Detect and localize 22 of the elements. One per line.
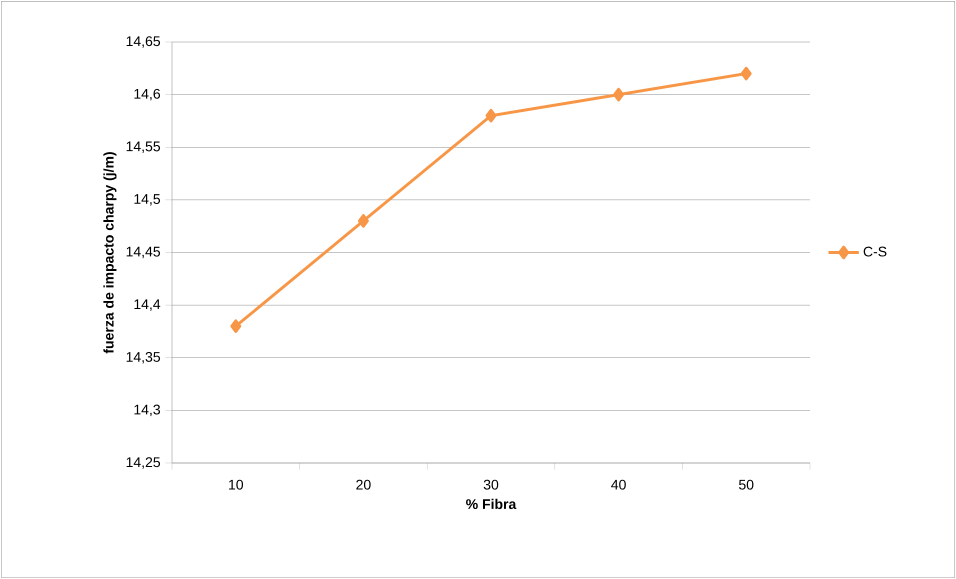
- x-tick-label: 10: [229, 480, 244, 490]
- y-tick-label: 14,65: [126, 36, 160, 48]
- x-tick-label: 50: [738, 480, 754, 490]
- legend-label: C-S: [864, 246, 886, 257]
- point: [613, 88, 624, 102]
- y-axis-title: fuerza de impacto charpy (j/m): [103, 152, 116, 354]
- point: [358, 214, 369, 228]
- point: [230, 319, 242, 333]
- x-tick-label: 40: [611, 480, 626, 490]
- y-tick-label: 14,3: [134, 404, 160, 416]
- y-tick-label: 14,35: [126, 352, 160, 364]
- y-tick-label: 14,45: [126, 246, 160, 258]
- y-tick-label: 14,25: [126, 457, 160, 469]
- y-tick-label: 14,4: [134, 299, 160, 311]
- y-tick-label: 14,55: [126, 142, 160, 153]
- x-tick-label: 20: [356, 480, 371, 490]
- y-tick-label: 14,5: [134, 194, 160, 206]
- x-axis-title: % Fibra: [466, 498, 516, 510]
- x-tick-label: 30: [484, 480, 498, 490]
- point: [740, 66, 752, 80]
- point: [486, 108, 496, 122]
- y-tick-label: 14,6: [134, 88, 160, 100]
